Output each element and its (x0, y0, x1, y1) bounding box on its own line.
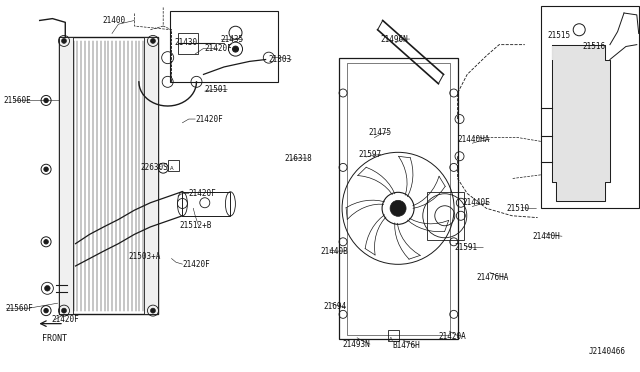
Bar (347, 63, 450, 335)
Text: 21591: 21591 (454, 243, 477, 252)
Text: 21420A: 21420A (438, 332, 466, 341)
Circle shape (61, 38, 67, 44)
Text: 21440E: 21440E (462, 198, 490, 207)
Polygon shape (552, 45, 610, 201)
Circle shape (45, 285, 50, 291)
Text: 21420F: 21420F (195, 115, 223, 124)
Circle shape (44, 98, 48, 103)
Text: 21420F: 21420F (189, 189, 216, 198)
Text: 21512+B: 21512+B (179, 221, 212, 230)
Text: A: A (170, 166, 173, 171)
Text: 216318: 216318 (285, 154, 312, 163)
Circle shape (61, 308, 67, 313)
Text: 21510: 21510 (507, 204, 530, 213)
Text: 21694: 21694 (323, 302, 346, 311)
Text: 21440HA: 21440HA (458, 135, 490, 144)
Bar (182, 192, 230, 216)
Circle shape (390, 200, 406, 217)
Text: 21501: 21501 (205, 85, 228, 94)
Circle shape (44, 308, 48, 313)
Text: FRONT: FRONT (42, 334, 67, 343)
Circle shape (232, 46, 239, 52)
Bar (59, 37, 73, 314)
Text: 21420F: 21420F (51, 315, 79, 324)
Bar (388, 330, 399, 341)
Text: 21503+A: 21503+A (128, 252, 161, 261)
Circle shape (44, 240, 48, 244)
Text: 22630S: 22630S (141, 163, 168, 172)
Text: 21440H: 21440H (532, 232, 560, 241)
Text: 21400: 21400 (102, 16, 125, 25)
Text: 21420F: 21420F (182, 260, 210, 269)
Bar (59, 37, 158, 314)
Bar (339, 58, 458, 339)
Circle shape (44, 167, 48, 171)
Text: 21420F: 21420F (205, 44, 232, 53)
Text: 21560F: 21560F (5, 304, 33, 313)
Text: A: A (389, 337, 393, 342)
Text: 21435: 21435 (221, 35, 244, 44)
Text: 21560E: 21560E (3, 96, 31, 105)
Text: 21516: 21516 (582, 42, 605, 51)
Text: 21303: 21303 (269, 55, 292, 64)
Bar (144, 37, 158, 314)
Text: 21493N: 21493N (342, 340, 370, 349)
Text: B1476H: B1476H (392, 341, 420, 350)
Text: J2140466: J2140466 (589, 347, 626, 356)
Bar (168, 160, 179, 171)
Circle shape (150, 38, 156, 44)
Circle shape (150, 308, 156, 313)
Bar (178, 33, 198, 54)
Bar (541, 6, 639, 208)
Text: 21476HA: 21476HA (477, 273, 509, 282)
Text: 21430: 21430 (174, 38, 197, 47)
Text: 21515: 21515 (547, 31, 570, 40)
Bar (170, 11, 278, 82)
Text: 21440B: 21440B (320, 247, 348, 256)
Text: 21597: 21597 (358, 150, 381, 159)
Text: 21496N: 21496N (381, 35, 408, 44)
Bar (427, 192, 464, 240)
Text: 21475: 21475 (368, 128, 391, 137)
